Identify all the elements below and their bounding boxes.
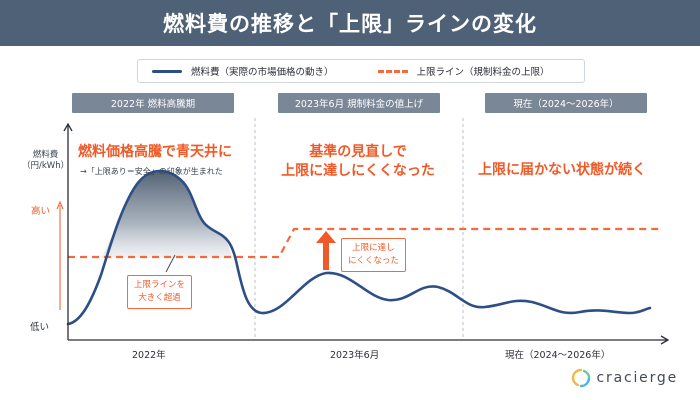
y-range-indicator-arrow <box>56 200 64 210</box>
legend-fuel-label: 燃料費（実際の市場価格の動き） <box>191 67 334 78</box>
legend-fuel-swatch <box>152 69 182 73</box>
legend-cap-label: 上限ライン（規制料金の上限） <box>416 67 550 78</box>
headline-2022-note: →「上限あり＝安全」の印象が生まれた <box>80 167 223 176</box>
y-tick-high: 高い <box>31 206 51 217</box>
brand-name: cracierge <box>596 370 678 386</box>
period-current: 現在（2024〜2026年） <box>485 93 647 113</box>
legend-fuel: 燃料費（実際の市場価格の動き） <box>152 64 334 78</box>
legend-cap: 上限ライン（規制料金の上限） <box>377 64 550 78</box>
x-tick-2022: 2022年 <box>132 350 166 361</box>
headline-2022: 燃料価格高騰で青天井に <box>78 144 232 160</box>
x-axis-arrow <box>660 335 670 345</box>
brand: cracierge <box>571 368 678 388</box>
fuel-cost-line <box>66 169 652 326</box>
callout-hard-to-reach: 上限に達し にくくなった <box>341 238 406 272</box>
cap-line <box>68 227 660 259</box>
x-tick-2023: 2023年6月 <box>330 350 380 361</box>
y-axis-label: 燃料費 （円/kWh） <box>22 150 70 171</box>
legend: 燃料費（実際の市場価格の動き） 上限ライン（規制料金の上限） <box>137 59 585 83</box>
callout-exceed: 上限ラインを 大きく超過 <box>127 275 193 309</box>
rise-arrow-head <box>316 231 336 243</box>
title-bar: 燃料費の推移と「上限」ラインの変化 <box>0 0 700 46</box>
brand-logo-icon <box>571 368 590 388</box>
headline-current: 上限に届かない状態が続く <box>478 162 646 178</box>
x-tick-current: 現在（2024〜2026年） <box>505 350 611 361</box>
headline-2023: 基準の見直しで 上限に達しにくくなった <box>281 144 435 179</box>
period-2023: 2023年6月 規制料金の値上げ <box>278 93 440 113</box>
y-tick-low: 低い <box>30 322 50 333</box>
y-axis-arrow <box>63 122 73 132</box>
legend-cap-swatch <box>377 69 408 73</box>
period-2022: 2022年 燃料高騰期 <box>72 93 234 113</box>
page-title: 燃料費の推移と「上限」ラインの変化 <box>163 12 537 36</box>
callout-exceed-pointer <box>165 254 176 273</box>
peak-shaded-area <box>101 171 232 258</box>
